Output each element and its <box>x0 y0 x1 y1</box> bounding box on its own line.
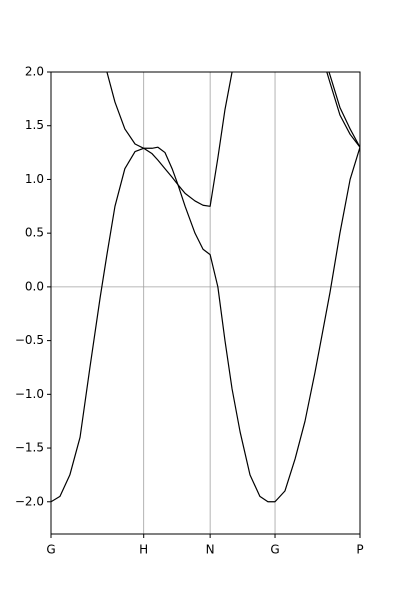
y-tick-label: 0.0 <box>25 279 44 293</box>
y-tick-label: 0.5 <box>25 226 44 240</box>
x-tick-label: H <box>139 543 148 557</box>
y-tick-label: −1.0 <box>15 387 44 401</box>
data-layer <box>51 72 360 503</box>
tick-layer: G H N G P −2.0 −1.5 −1.0 −0.5 0.0 0.5 1.0 1.5 2.0 <box>15 65 364 557</box>
band-line <box>51 146 360 503</box>
y-tick-label: −2.0 <box>15 494 44 508</box>
y-tick-label: 1.5 <box>25 118 44 132</box>
x-tick-label: N <box>206 543 215 557</box>
x-tick-label: G <box>46 543 55 557</box>
x-tick-label: G <box>270 543 279 557</box>
y-tick-label: 1.0 <box>25 172 44 186</box>
y-tick-label: −0.5 <box>15 333 44 347</box>
grid-layer <box>50 72 361 534</box>
band-line <box>106 72 360 207</box>
band-line <box>326 72 360 148</box>
plot-frame <box>50 71 361 535</box>
y-tick-label: 2.0 <box>25 65 44 79</box>
x-tick-label: P <box>356 543 363 557</box>
y-tick-label: −1.5 <box>15 441 44 455</box>
